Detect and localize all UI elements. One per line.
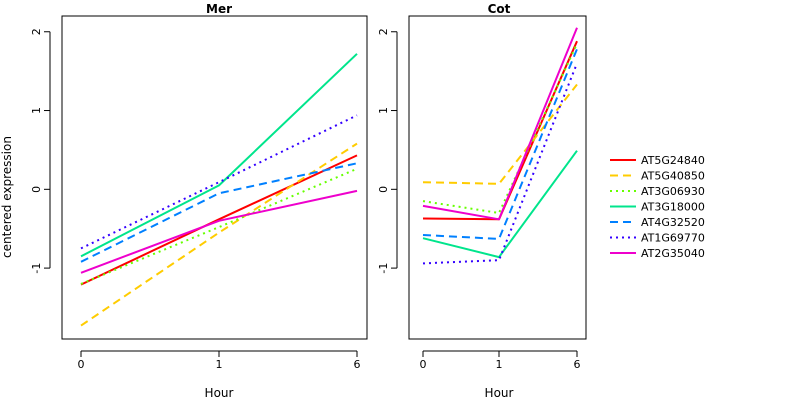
y-tick-label: 1 [30,107,43,114]
series-line-at3g18000 [80,53,358,258]
series-line-at2g35040 [80,189,358,274]
y-axis-label: centered expression [0,136,14,258]
y-tick-label: 0 [377,186,390,193]
series-line-at4g32520 [422,48,578,240]
legend-item: AT1G69770 [610,232,705,245]
legend-label: AT5G40850 [641,170,705,183]
y-tick-label: 1 [377,107,390,114]
y-tick-label: 0 [30,186,43,193]
series-line-at3g06930 [422,43,578,214]
x-axis-label: Hour [485,386,514,400]
x-tick-label: 6 [354,358,361,371]
x-tick-label: 1 [496,358,503,371]
legend-item: AT5G40850 [610,170,705,183]
plot-frame [408,15,587,340]
legend-item: AT3G06930 [610,185,705,198]
legend-label: AT4G32520 [641,216,705,229]
plot-frame [61,15,368,340]
series-line-at3g06930 [80,167,358,285]
legend-item: AT3G18000 [610,201,705,214]
series-line-at5g24840 [80,154,358,286]
cot-axes: 0 1 6 -1 0 1 2 [377,28,581,371]
legend: AT5G24840 AT5G40850 AT3G06930 AT3G18000 AT4G… [610,154,705,260]
y-tick-label: -1 [377,263,390,274]
panel-mer: Mer Hour 0 1 6 -1 0 1 2 [30,2,368,400]
series-line-at5g24840 [422,40,578,221]
legend-label: AT5G24840 [641,154,705,167]
legend-item: AT5G24840 [610,154,705,167]
mer-plot-area [80,53,358,327]
series-line-at1g69770 [422,62,578,265]
legend-item: AT2G35040 [610,247,705,260]
mer-axes: 0 1 6 -1 0 1 2 [30,28,361,371]
y-tick-label: -1 [30,263,43,274]
legend-label: AT3G18000 [641,201,705,214]
legend-item: AT4G32520 [610,216,705,229]
legend-label: AT2G35040 [641,247,705,260]
series-line-at1g69770 [80,114,358,250]
series-line-at3g18000 [422,150,578,259]
series-line-at5g40850 [422,83,578,185]
legend-label: AT1G69770 [641,232,705,245]
panel-cot: Cot Hour 0 1 6 -1 0 1 2 [377,2,587,400]
legend-label: AT3G06930 [641,185,705,198]
x-tick-label: 0 [420,358,427,371]
x-tick-label: 6 [574,358,581,371]
cot-plot-area [422,27,578,265]
series-line-at4g32520 [80,162,358,263]
x-tick-label: 0 [78,358,85,371]
y-tick-label: 2 [30,28,43,35]
series-line-at2g35040 [422,27,578,221]
panel-title: Cot [488,2,511,16]
panel-title: Mer [206,2,232,16]
x-tick-label: 1 [216,358,223,371]
y-tick-label: 2 [377,28,390,35]
x-axis-label: Hour [205,386,234,400]
